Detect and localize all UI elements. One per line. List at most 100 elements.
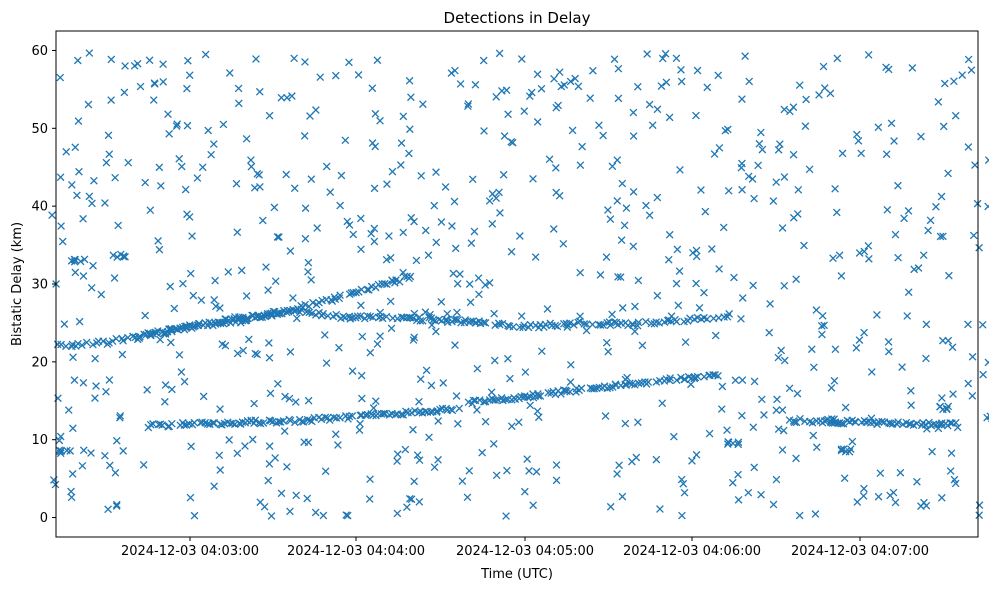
data-point <box>710 150 719 158</box>
data-point <box>299 418 308 426</box>
data-point <box>69 353 77 362</box>
data-point <box>792 275 801 284</box>
data-point <box>265 442 274 451</box>
data-point <box>703 83 712 92</box>
data-point <box>679 479 688 488</box>
data-point <box>234 84 243 93</box>
data-point <box>647 319 656 328</box>
x-tick-label: 2024-12-03 04:04:00 <box>287 544 425 559</box>
data-point <box>891 498 900 507</box>
data-point <box>744 488 753 497</box>
data-point <box>219 120 228 129</box>
data-point <box>543 305 552 313</box>
data-point <box>802 95 810 104</box>
data-point <box>475 317 484 325</box>
data-point <box>621 419 630 428</box>
data-point <box>795 511 804 520</box>
data-point <box>851 418 860 427</box>
data-point <box>714 371 722 380</box>
data-point <box>110 274 119 282</box>
data-point <box>805 417 814 426</box>
data-point <box>749 281 757 290</box>
data-point <box>874 492 883 501</box>
data-point <box>304 267 312 276</box>
data-point <box>606 383 614 392</box>
data-point <box>812 443 821 452</box>
data-point <box>658 399 667 408</box>
data-point <box>509 322 518 331</box>
data-point <box>85 49 94 57</box>
data-point <box>210 419 219 427</box>
data-point <box>566 378 575 386</box>
data-point <box>734 470 742 479</box>
data-point <box>430 201 439 210</box>
data-point <box>233 449 242 458</box>
data-point <box>953 423 962 432</box>
data-point <box>628 457 636 466</box>
data-point <box>104 131 113 140</box>
data-point <box>456 80 465 88</box>
data-point <box>898 363 906 371</box>
data-point <box>672 54 681 63</box>
data-point <box>657 82 666 90</box>
data-point <box>368 139 377 147</box>
data-point <box>805 165 814 174</box>
data-point <box>618 492 627 501</box>
data-point <box>304 396 313 405</box>
data-point <box>665 376 674 385</box>
data-point <box>415 456 424 465</box>
data-point <box>336 291 344 300</box>
data-point <box>629 108 638 117</box>
data-point <box>940 79 949 88</box>
data-point <box>794 185 803 194</box>
data-point <box>367 229 375 238</box>
data-point <box>669 432 678 441</box>
data-point <box>968 352 977 361</box>
data-point <box>601 412 610 420</box>
data-point <box>187 442 195 451</box>
data-point <box>644 378 653 386</box>
data-point <box>470 227 479 236</box>
data-point <box>780 105 789 114</box>
data-point <box>164 110 172 119</box>
data-point <box>817 322 826 330</box>
data-point <box>517 55 526 63</box>
data-point <box>492 471 501 480</box>
data-point <box>156 181 165 190</box>
data-point <box>265 339 273 347</box>
data-point <box>366 475 374 484</box>
data-point <box>179 279 187 288</box>
data-point <box>504 110 512 119</box>
data-point <box>750 377 759 386</box>
data-point <box>554 101 563 110</box>
data-point <box>468 175 477 184</box>
data-point <box>596 321 605 329</box>
data-point <box>451 66 459 75</box>
data-point <box>76 257 85 266</box>
data-point <box>495 320 504 329</box>
data-point <box>247 162 256 171</box>
data-point <box>580 320 589 328</box>
data-point <box>906 386 915 395</box>
data-point <box>582 326 591 335</box>
data-point <box>714 71 723 80</box>
data-point <box>262 263 270 271</box>
data-point <box>331 71 340 80</box>
data-point <box>964 143 973 151</box>
data-point <box>964 320 972 329</box>
data-point <box>317 415 326 424</box>
data-point <box>705 429 714 438</box>
data-point <box>406 313 415 322</box>
data-point <box>405 76 414 85</box>
data-point <box>812 306 821 314</box>
data-point <box>168 385 176 394</box>
data-point <box>177 162 186 171</box>
data-point <box>448 406 457 415</box>
data-point <box>57 340 65 349</box>
data-point <box>473 406 481 414</box>
data-point <box>273 309 281 318</box>
data-point <box>859 492 868 500</box>
data-point <box>380 279 389 288</box>
data-point <box>300 438 308 446</box>
data-point <box>820 321 828 330</box>
